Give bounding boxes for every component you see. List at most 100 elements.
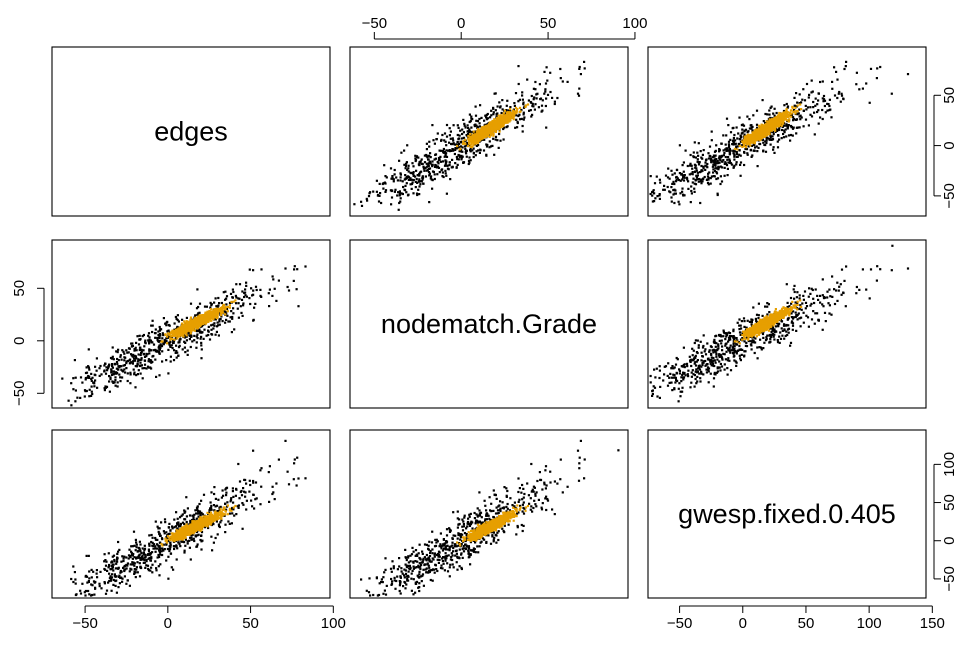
data-point xyxy=(744,128,748,131)
data-point xyxy=(433,158,436,161)
data-point xyxy=(379,192,382,195)
data-point xyxy=(421,178,424,181)
data-point xyxy=(177,341,180,344)
data-point xyxy=(220,301,223,305)
data-point xyxy=(756,129,759,133)
data-point xyxy=(215,317,219,320)
data-point xyxy=(135,357,138,360)
data-point xyxy=(405,162,408,165)
data-point xyxy=(199,324,202,328)
data-point xyxy=(766,128,769,131)
data-point xyxy=(267,292,270,295)
data-point xyxy=(544,104,547,108)
data-point xyxy=(216,306,219,309)
data-point xyxy=(175,356,178,359)
data-point xyxy=(793,109,796,112)
data-point xyxy=(147,334,150,337)
data-point xyxy=(195,341,198,344)
data-point xyxy=(840,94,844,97)
data-point xyxy=(778,123,781,126)
data-point xyxy=(764,128,767,131)
data-point xyxy=(495,122,498,126)
data-point xyxy=(448,161,451,164)
data-point xyxy=(717,162,720,165)
data-point xyxy=(701,169,704,172)
data-point xyxy=(785,109,788,112)
data-point xyxy=(485,113,488,117)
data-point xyxy=(682,194,685,197)
data-point xyxy=(427,164,430,167)
data-point xyxy=(176,351,179,354)
data-point xyxy=(399,173,402,176)
data-point xyxy=(760,137,763,140)
data-point xyxy=(90,377,93,381)
data-point xyxy=(468,142,471,145)
data-point xyxy=(512,109,515,112)
data-point xyxy=(438,159,441,162)
data-point xyxy=(488,135,491,138)
data-point xyxy=(651,190,654,193)
data-point xyxy=(242,302,245,305)
data-point xyxy=(763,135,767,138)
data-point xyxy=(681,187,684,190)
data-point xyxy=(193,334,196,337)
data-point xyxy=(544,88,547,91)
data-point xyxy=(797,112,800,115)
data-point xyxy=(821,80,824,83)
data-point xyxy=(532,98,535,101)
data-point xyxy=(287,289,291,292)
data-point xyxy=(178,339,181,342)
data-point xyxy=(511,114,514,117)
data-point xyxy=(483,128,486,131)
data-point xyxy=(199,337,202,340)
data-point xyxy=(183,321,186,324)
data-point xyxy=(449,130,452,133)
data-point xyxy=(223,310,226,313)
data-point xyxy=(723,174,726,177)
data-point xyxy=(521,94,524,97)
data-point xyxy=(161,332,164,335)
data-point xyxy=(735,161,738,164)
data-point xyxy=(135,349,138,352)
data-point xyxy=(677,200,680,203)
data-point xyxy=(774,124,777,127)
data-point xyxy=(409,177,412,180)
data-point xyxy=(504,118,507,121)
data-point xyxy=(259,294,262,297)
data-point xyxy=(185,334,188,337)
data-point xyxy=(726,174,729,177)
data-point xyxy=(397,208,400,211)
data-point xyxy=(403,188,406,191)
data-point xyxy=(148,348,151,351)
data-point xyxy=(755,109,759,112)
data-point xyxy=(678,178,681,182)
data-point xyxy=(439,160,443,163)
data-point xyxy=(540,104,544,107)
data-point xyxy=(209,301,212,304)
data-point xyxy=(212,327,215,330)
data-point xyxy=(513,110,516,113)
data-point xyxy=(158,350,161,353)
data-point xyxy=(166,320,169,323)
data-point xyxy=(430,163,434,166)
data-point xyxy=(516,126,519,129)
data-point xyxy=(422,167,425,170)
data-point xyxy=(133,359,136,362)
data-point xyxy=(469,140,472,143)
data-point xyxy=(445,123,449,127)
data-point xyxy=(399,176,402,179)
data-point xyxy=(511,112,514,115)
data-point xyxy=(521,98,524,101)
data-point xyxy=(136,363,139,366)
data-point xyxy=(480,135,483,138)
data-point xyxy=(112,358,115,361)
data-point xyxy=(90,394,93,397)
data-point xyxy=(712,168,715,171)
data-point xyxy=(417,180,420,183)
data-point xyxy=(67,399,70,402)
data-point xyxy=(393,190,396,193)
data-point xyxy=(133,354,136,357)
data-point xyxy=(451,166,454,169)
data-point xyxy=(788,115,791,118)
